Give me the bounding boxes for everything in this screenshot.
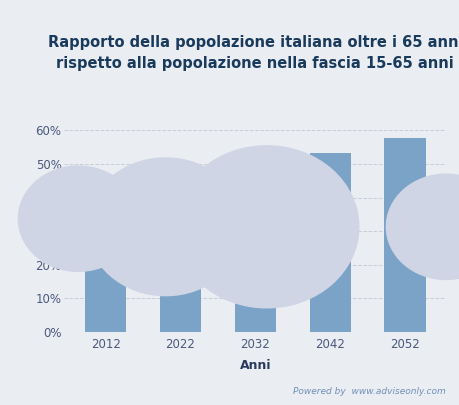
Text: Powered by  www.adviseonly.com: Powered by www.adviseonly.com bbox=[293, 387, 445, 396]
Bar bbox=[85, 225, 126, 332]
Text: Rapporto della popolazione italiana oltre i 65 anni
rispetto alla popolazione ne: Rapporto della popolazione italiana oltr… bbox=[47, 35, 459, 70]
Bar bbox=[384, 138, 425, 332]
Bar bbox=[160, 194, 201, 332]
X-axis label: Anni: Anni bbox=[239, 359, 270, 372]
Bar bbox=[234, 191, 275, 332]
Bar bbox=[309, 153, 350, 332]
